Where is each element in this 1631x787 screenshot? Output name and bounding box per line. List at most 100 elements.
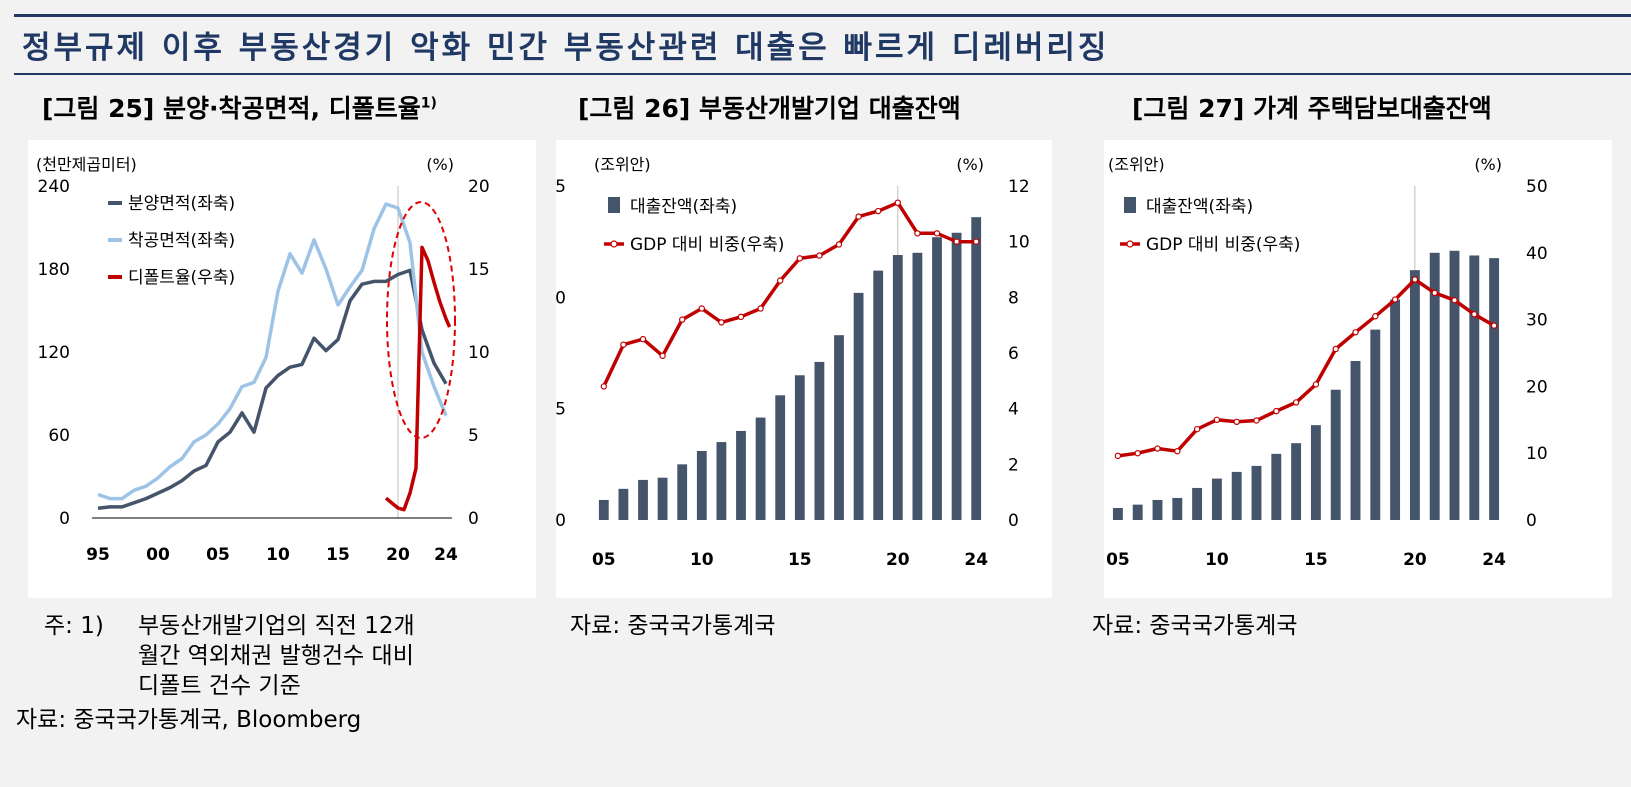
headline-rule bbox=[14, 73, 1631, 75]
fig27-line-point bbox=[1233, 418, 1240, 426]
fig27-bar bbox=[1469, 255, 1480, 521]
fig25-title-footnote-mark: 1) bbox=[420, 95, 437, 112]
fig26-line-point bbox=[698, 305, 705, 312]
fig25-left-tick: 0 bbox=[59, 509, 70, 529]
fig26-bar bbox=[638, 479, 648, 520]
fig26-bar bbox=[677, 464, 688, 520]
fig27-line-point bbox=[1490, 322, 1498, 329]
fig26-left-unit: (조위안) bbox=[594, 155, 651, 174]
fig27-line-gdp-ratio bbox=[1117, 277, 1495, 458]
fig27-bar bbox=[1192, 487, 1203, 520]
fig26-bar bbox=[794, 375, 805, 520]
fig25-series-default-rate bbox=[384, 245, 452, 512]
fig26-right-tick: 10 bbox=[1008, 233, 1030, 253]
fig27-line-point bbox=[1431, 289, 1438, 297]
fig26-line-point bbox=[639, 335, 647, 343]
fig26-x-tick: 20 bbox=[886, 550, 910, 570]
fig26-bar bbox=[892, 255, 903, 520]
fig26-left-tick: 5 bbox=[556, 400, 566, 420]
fig27-line-point bbox=[1253, 417, 1260, 424]
fig27-bar bbox=[1330, 389, 1341, 520]
fig27-svg: (조위안)(%)01020304050010203040500510152024… bbox=[1106, 155, 1548, 570]
fig25-legend-label: 분양면적(좌축) bbox=[128, 194, 235, 214]
fig27-source: 자료: 중국국가통계국 bbox=[1092, 613, 1298, 639]
fig26-right-unit: (%) bbox=[956, 155, 984, 174]
fig26-line-point bbox=[737, 313, 745, 321]
fig27-bar bbox=[1211, 478, 1222, 520]
fig27-line-point bbox=[1352, 329, 1359, 336]
fig25-x-tick: 95 bbox=[86, 545, 110, 565]
fig27-bar bbox=[1489, 258, 1500, 520]
fig26-bar bbox=[932, 237, 942, 521]
fig26-legend-bar-swatch bbox=[608, 197, 620, 213]
fig26-line-point bbox=[776, 277, 784, 284]
fig26-line-point bbox=[816, 252, 823, 259]
fig27-title: [그림 27] 가계 주택담보대출잔액 bbox=[1132, 94, 1492, 123]
fig25-note-line-2: 월간 역외채권 발행건수 대비 bbox=[138, 643, 414, 669]
fig25-note-prefix: 주: 1) bbox=[44, 613, 104, 639]
fig25-right-unit: (%) bbox=[426, 155, 454, 174]
fig25-title-text: [그림 25] 분양·착공면적, 디폴트율 bbox=[42, 94, 421, 123]
fig26-line-point bbox=[659, 352, 666, 359]
fig27-line-point bbox=[1134, 450, 1141, 457]
fig27-x-tick: 15 bbox=[1304, 550, 1328, 570]
fig26-line-point bbox=[933, 230, 941, 237]
fig25-right-tick: 0 bbox=[468, 509, 479, 529]
fig25-x-tick: 05 bbox=[206, 545, 230, 565]
fig27-bar bbox=[1449, 250, 1460, 520]
fig25-chart: (천만제곱미터) (%) 0 60 120 180 240 0 5 10 15 20 95 00 05 10 1… bbox=[28, 140, 536, 598]
fig25-left-tick: 180 bbox=[38, 260, 70, 280]
fig27-bar bbox=[1429, 252, 1440, 521]
fig27-line-point bbox=[1411, 276, 1419, 283]
fig27-bar bbox=[1251, 465, 1262, 520]
fig25-note-line-1: 부동산개발기업의 직전 12개 bbox=[138, 613, 415, 639]
fig26-bar bbox=[618, 488, 629, 520]
fig25-series-sales-area bbox=[97, 268, 448, 511]
fig25-left-unit: (천만제곱미터) bbox=[36, 155, 137, 174]
fig26-bar bbox=[696, 450, 707, 520]
fig26-right-tick: 4 bbox=[1008, 400, 1019, 420]
fig25-left-tick: 240 bbox=[38, 177, 70, 197]
fig25-note-line-3: 디폴트 건수 기준 bbox=[138, 673, 301, 699]
fig26-line-point bbox=[953, 238, 960, 245]
fig27-bar bbox=[1132, 504, 1143, 520]
fig27-line-point bbox=[1332, 345, 1339, 353]
fig26-right-tick: 12 bbox=[1008, 177, 1030, 197]
fig25-left-tick: 120 bbox=[38, 343, 70, 363]
fig26-line-point bbox=[678, 316, 686, 323]
fig27-line-point bbox=[1292, 399, 1300, 406]
fig26-bar bbox=[755, 417, 766, 520]
fig27-line-point bbox=[1114, 452, 1122, 460]
fig27-x-tick: 24 bbox=[1482, 550, 1506, 570]
fig25-right-tick: 5 bbox=[468, 426, 479, 446]
fig25-x-tick: 20 bbox=[386, 545, 410, 565]
fig27-right-tick: 40 bbox=[1526, 244, 1548, 264]
fig27-line-point bbox=[1312, 381, 1320, 388]
fig26-bar bbox=[971, 217, 982, 520]
fig26-right-tick: 6 bbox=[1008, 344, 1019, 364]
fig26-line-point bbox=[718, 319, 725, 326]
fig26-left-tick: 15 bbox=[556, 177, 566, 197]
fig27-bar bbox=[1231, 471, 1242, 520]
fig26-line-point bbox=[620, 341, 627, 348]
fig25-right-tick: 10 bbox=[468, 343, 490, 363]
fig26-left-tick: 0 bbox=[556, 511, 566, 531]
fig27-bar bbox=[1271, 453, 1282, 520]
fig25-highlight-ellipse bbox=[386, 201, 456, 439]
fig27-x-tick: 05 bbox=[1106, 550, 1130, 570]
fig26-bar bbox=[736, 430, 746, 520]
fig25-series-starts-area bbox=[97, 202, 448, 501]
fig26-right-tick: 2 bbox=[1008, 455, 1019, 475]
fig27-right-tick: 50 bbox=[1526, 177, 1548, 197]
fig27-line-point bbox=[1471, 311, 1478, 318]
fig26-line-point bbox=[796, 255, 803, 262]
fig26-bar bbox=[775, 395, 786, 520]
fig26-bar bbox=[814, 361, 825, 520]
fig25-right-tick: 20 bbox=[468, 177, 490, 197]
fig27-bar bbox=[1390, 299, 1401, 520]
fig26-line-point bbox=[914, 230, 921, 237]
fig26-line-point bbox=[835, 241, 843, 248]
fig27-line-point bbox=[1174, 447, 1181, 455]
fig26-line-point bbox=[757, 305, 764, 312]
